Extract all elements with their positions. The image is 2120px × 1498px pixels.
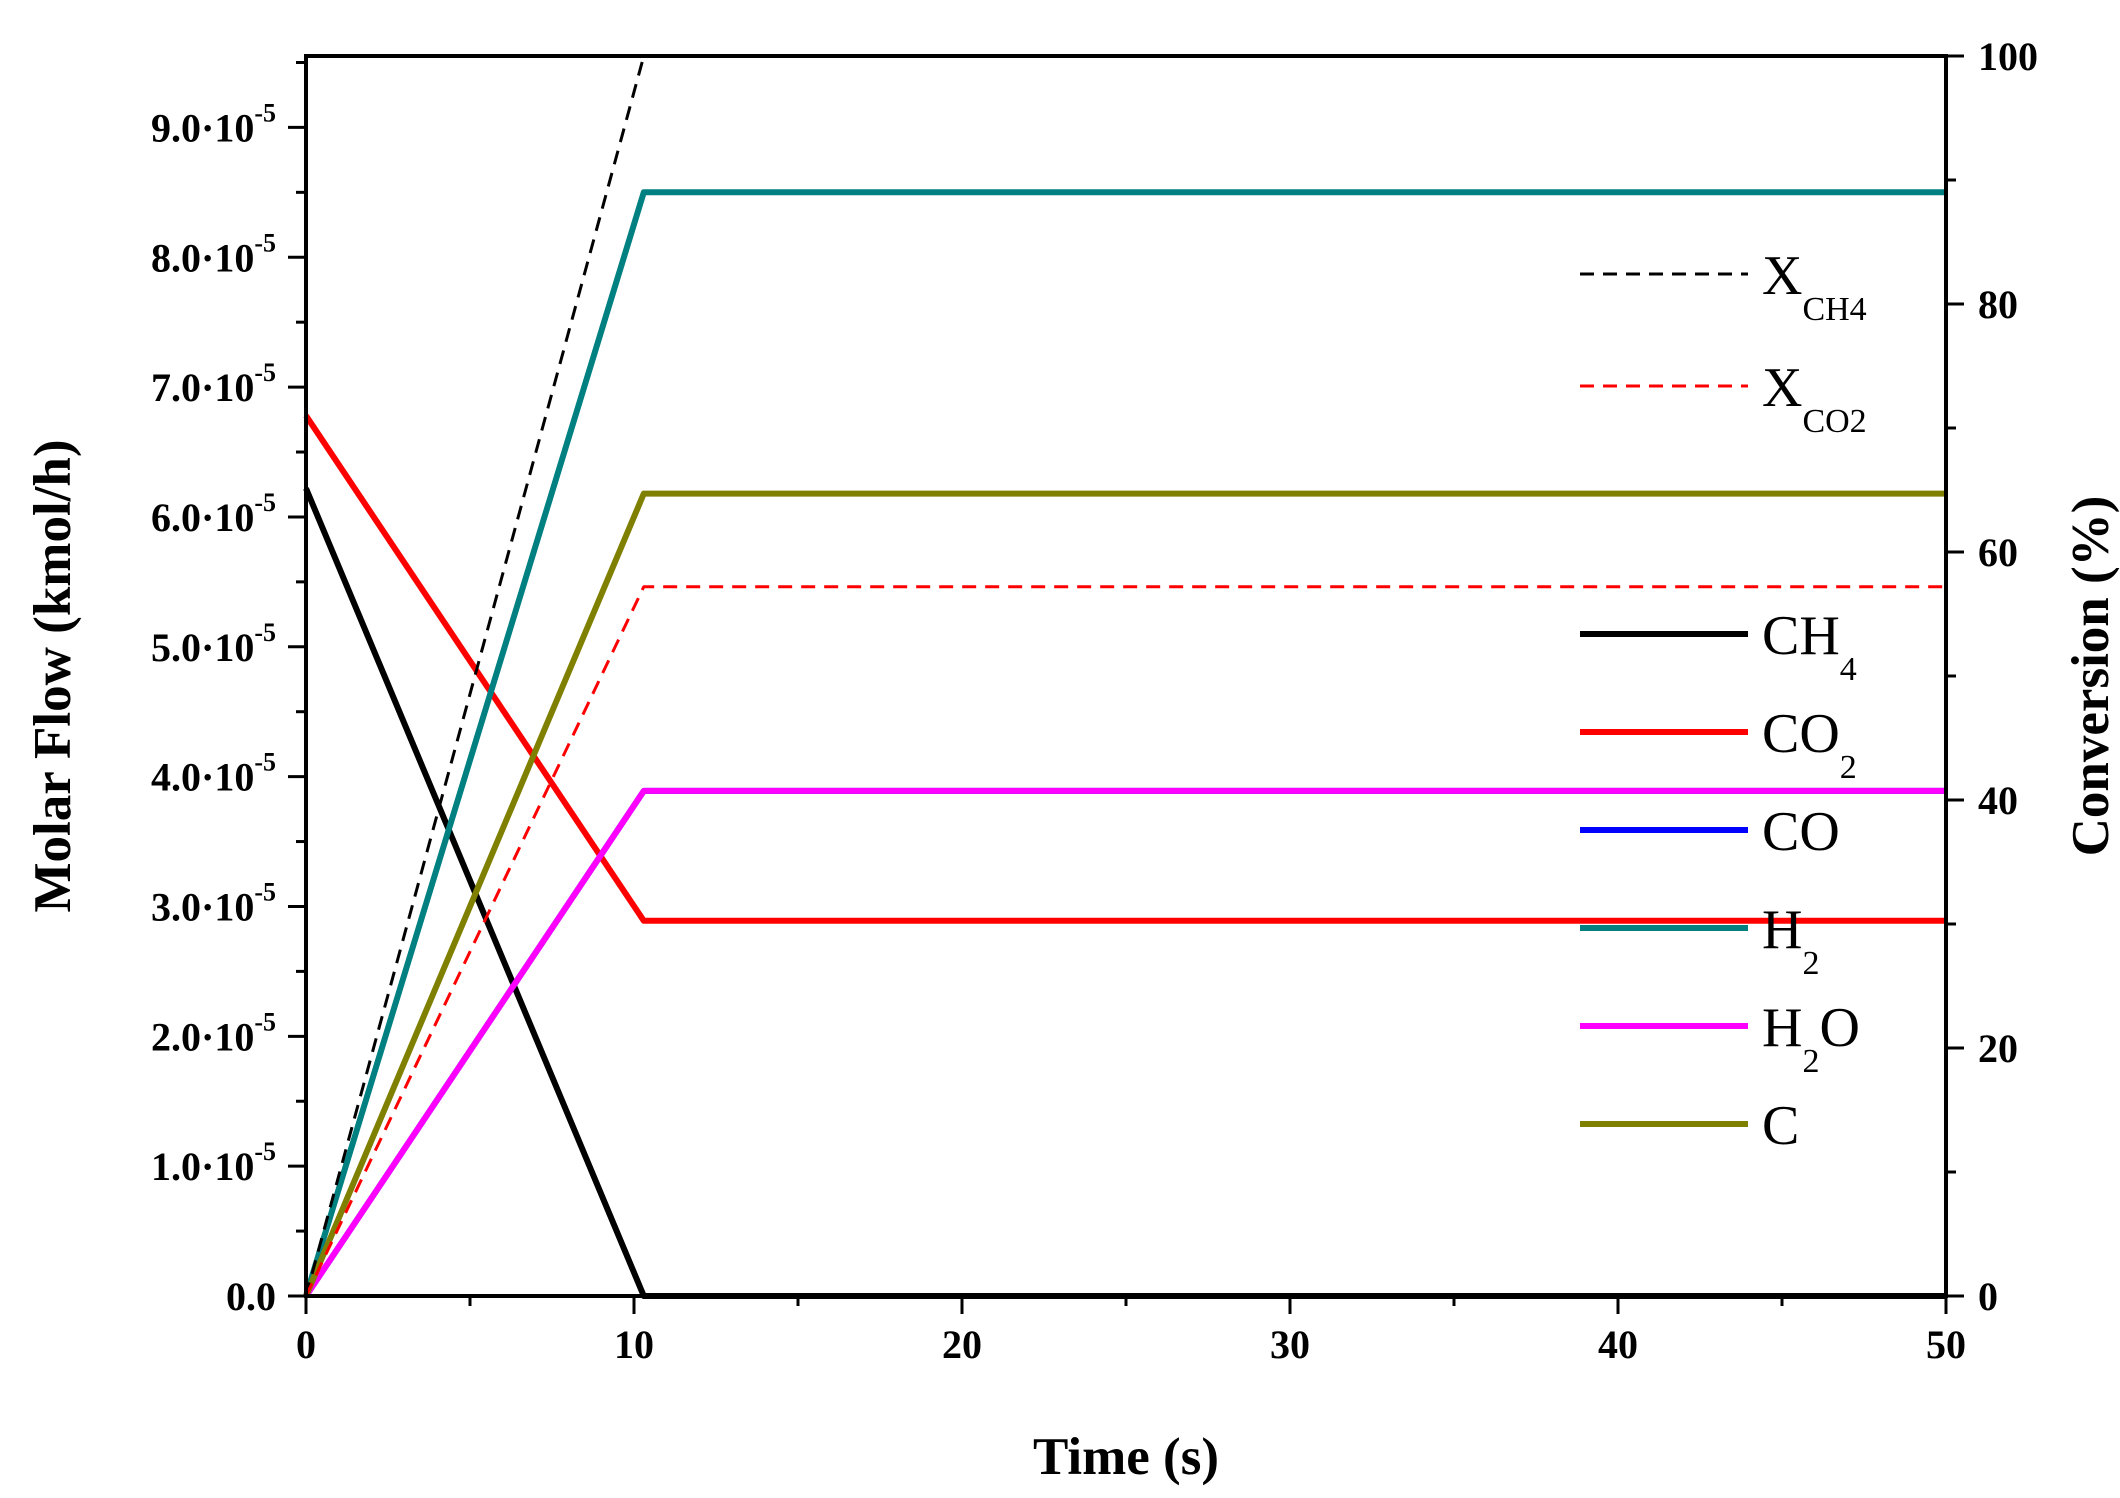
series-line-co — [303, 787, 1946, 1298]
y2-tick-label: 0 — [1978, 1274, 1998, 1319]
y2-tick-label: 60 — [1978, 530, 2018, 575]
y-tick-label: 6.0·10-5 — [151, 488, 276, 540]
x-tick-label: 50 — [1926, 1322, 1966, 1367]
series-layer — [303, 54, 1946, 1299]
legend-label-ch4: CH4 — [1762, 605, 1857, 688]
y-tick-label: 0.0 — [226, 1274, 276, 1319]
y-tick-label: 5.0·10-5 — [151, 618, 276, 670]
legend-label-h2: H2 — [1762, 899, 1819, 982]
y-tick-label: 4.0·10-5 — [151, 748, 276, 800]
y-tick-label: 2.0·10-5 — [151, 1007, 276, 1059]
series-line-c — [303, 490, 1946, 1298]
y-tick-label: 7.0·10-5 — [151, 358, 276, 410]
axes-layer: 0 10 20 30 40 50 0.0 1.0·10-5 2.0·10-5 3.0·10-5 4.… — [151, 34, 2038, 1367]
legend-label-x-co2: XCO2 — [1762, 357, 1867, 440]
y2-tick-label: 20 — [1978, 1026, 2018, 1071]
y-tick-label: 1.0·10-5 — [151, 1137, 276, 1189]
x-tick-label: 40 — [1598, 1322, 1638, 1367]
series-line-x-co2 — [304, 585, 1946, 1297]
y-tick-label: 3.0·10-5 — [151, 877, 276, 929]
x-tick-label: 10 — [614, 1322, 654, 1367]
plot-border — [304, 54, 1948, 1298]
legend-label-h2o: H2O — [1762, 997, 1860, 1080]
y2-axis-title: Conversion (%) — [2062, 496, 2120, 857]
x-tick-label: 0 — [296, 1322, 316, 1367]
y-tick-label: 9.0·10-5 — [151, 98, 276, 150]
x-axis-title: Time (s) — [1033, 1428, 1219, 1486]
series-line-x-ch4 — [304, 54, 1946, 1297]
series-line-h2 — [303, 189, 1946, 1297]
series-line-h2o — [303, 787, 1946, 1298]
legend-label-c: C — [1762, 1095, 1799, 1157]
y-tick-label: 8.0·10-5 — [151, 228, 276, 280]
legend-label-co: CO — [1762, 801, 1840, 863]
series-line-co2 — [303, 414, 1946, 924]
series-line-ch4 — [303, 487, 1946, 1299]
legend: XCH4 XCO2 CH4 CO2 CO H2 H2O C — [1580, 245, 1867, 1157]
legend-label-co2: CO2 — [1762, 703, 1857, 786]
y2-tick-label: 40 — [1978, 778, 2018, 823]
y-axis-title: Molar Flow (kmol/h) — [24, 439, 82, 912]
x-tick-label: 30 — [1270, 1322, 1310, 1367]
x-tick-label: 20 — [942, 1322, 982, 1367]
y2-tick-label: 100 — [1978, 34, 2038, 79]
y2-tick-label: 80 — [1978, 282, 2018, 327]
legend-label-x-ch4: XCH4 — [1762, 245, 1867, 328]
